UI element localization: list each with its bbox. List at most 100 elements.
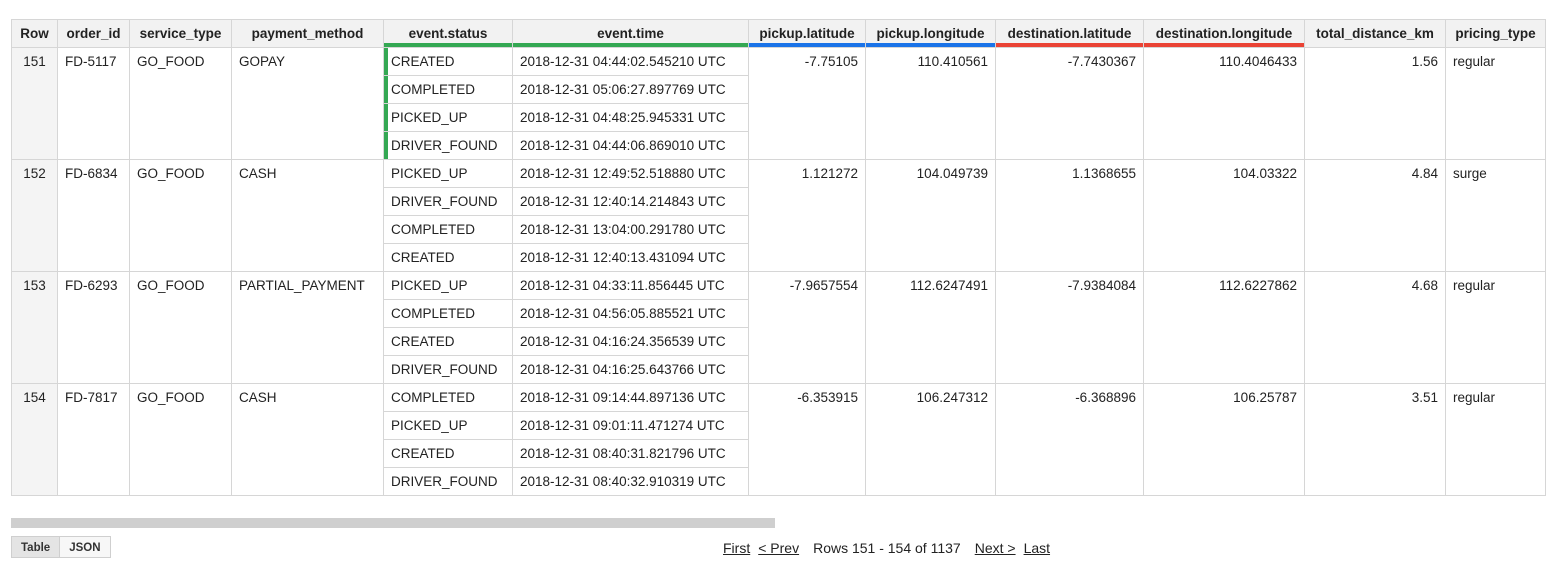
cell-pickup-latitude: -7.75105 bbox=[748, 47, 866, 160]
col-header-pickup-longitude[interactable]: pickup.longitude bbox=[865, 19, 996, 48]
cell-event-time: 2018-12-31 04:48:25.945331 UTC bbox=[512, 103, 749, 132]
cell-event-status: DRIVER_FOUND bbox=[383, 355, 513, 384]
cell-row: 154 bbox=[11, 383, 58, 496]
cell-pickup-latitude: -7.9657554 bbox=[748, 271, 866, 384]
cell-service-type: GO_FOOD bbox=[129, 159, 232, 272]
cell-event-status: PICKED_UP bbox=[383, 271, 513, 300]
cell-event-status: COMPLETED bbox=[383, 215, 513, 244]
cell-event-time: 2018-12-31 04:44:02.545210 UTC bbox=[512, 47, 749, 76]
cell-event-status: CREATED bbox=[383, 47, 513, 76]
table-row: PICKED_UP 2018-12-31 09:01:11.471274 UTC bbox=[12, 411, 1546, 440]
col-header-service-type[interactable]: service_type bbox=[129, 19, 232, 48]
pagination: First < Prev Rows 151 - 154 of 1137 Next… bbox=[723, 540, 1050, 556]
table-view-button[interactable]: Table bbox=[11, 536, 61, 558]
prev-page-link[interactable]: < Prev bbox=[758, 540, 800, 556]
table-row: DRIVER_FOUND 2018-12-31 08:40:32.910319 U… bbox=[12, 467, 1546, 496]
cell-event-time: 2018-12-31 04:44:06.869010 UTC bbox=[512, 131, 749, 160]
cell-event-time: 2018-12-31 12:40:14.214843 UTC bbox=[512, 187, 749, 216]
cell-event-status: CREATED bbox=[383, 243, 513, 272]
cell-order-id: FD-6293 bbox=[57, 271, 130, 384]
cell-event-status: DRIVER_FOUND bbox=[383, 467, 513, 496]
cell-event-status: CREATED bbox=[383, 439, 513, 468]
horizontal-scrollbar[interactable] bbox=[11, 518, 775, 528]
cell-destination-latitude: 1.1368655 bbox=[995, 159, 1144, 272]
cell-pickup-longitude: 104.049739 bbox=[865, 159, 996, 272]
header-row: Row order_id service_type payment_method… bbox=[11, 19, 1546, 48]
cell-event-status: PICKED_UP bbox=[383, 411, 513, 440]
table-row: COMPLETED 2018-12-31 13:04:00.291780 UTC bbox=[12, 215, 1546, 244]
next-page-link[interactable]: Next > bbox=[974, 540, 1016, 556]
cell-event-time: 2018-12-31 12:49:52.518880 UTC bbox=[512, 159, 749, 188]
cell-service-type: GO_FOOD bbox=[129, 383, 232, 496]
table-row: CREATED 2018-12-31 04:16:24.356539 UTC bbox=[12, 327, 1546, 356]
cell-destination-longitude: 106.25787 bbox=[1143, 383, 1305, 496]
table-row: 152 FD-6834 GO_FOOD CASH PICKED_UP 2018-12-31… bbox=[11, 159, 1546, 272]
cell-destination-latitude: -7.9384084 bbox=[995, 271, 1144, 384]
cell-destination-latitude: -7.7430367 bbox=[995, 47, 1144, 160]
cell-pricing-type: regular bbox=[1445, 47, 1546, 160]
cell-event-time: 2018-12-31 04:16:24.356539 UTC bbox=[512, 327, 749, 356]
cell-order-id: FD-7817 bbox=[57, 383, 130, 496]
cell-service-type: GO_FOOD bbox=[129, 47, 232, 160]
cell-destination-longitude: 110.4046433 bbox=[1143, 47, 1305, 160]
json-view-button[interactable]: JSON bbox=[60, 536, 111, 558]
cell-event-time: 2018-12-31 08:40:31.821796 UTC bbox=[512, 439, 749, 468]
cell-pricing-type: surge bbox=[1445, 159, 1546, 272]
table-row: COMPLETED 2018-12-31 04:56:05.885521 UTC bbox=[12, 299, 1546, 328]
cell-event-time: 2018-12-31 09:01:11.471274 UTC bbox=[512, 411, 749, 440]
cell-row: 153 bbox=[11, 271, 58, 384]
cell-event-time: 2018-12-31 09:14:44.897136 UTC bbox=[512, 383, 749, 412]
cell-pickup-longitude: 106.247312 bbox=[865, 383, 996, 496]
table-row: DRIVER_FOUND 2018-12-31 04:44:06.869010 U… bbox=[12, 131, 1546, 160]
col-header-destination-longitude[interactable]: destination.longitude bbox=[1143, 19, 1305, 48]
table-row: 151 FD-5117 GO_FOOD GOPAY CREATED 2018-12-31 … bbox=[11, 47, 1546, 160]
cell-event-status: COMPLETED bbox=[383, 299, 513, 328]
results-table: Row order_id service_type payment_method… bbox=[11, 19, 1546, 496]
col-header-pricing-type[interactable]: pricing_type bbox=[1445, 19, 1546, 48]
first-page-link[interactable]: First bbox=[723, 540, 751, 556]
cell-event-time: 2018-12-31 04:16:25.643766 UTC bbox=[512, 355, 749, 384]
cell-event-status: CREATED bbox=[383, 327, 513, 356]
cell-event-time: 2018-12-31 04:56:05.885521 UTC bbox=[512, 299, 749, 328]
cell-event-status: PICKED_UP bbox=[383, 103, 513, 132]
cell-event-status: COMPLETED bbox=[383, 383, 513, 412]
cell-event-time: 2018-12-31 12:40:13.431094 UTC bbox=[512, 243, 749, 272]
view-toggle: Table JSON bbox=[11, 536, 111, 558]
cell-payment-method: CASH bbox=[231, 383, 384, 496]
cell-pricing-type: regular bbox=[1445, 271, 1546, 384]
cell-event-status: PICKED_UP bbox=[383, 159, 513, 188]
cell-event-status: DRIVER_FOUND bbox=[383, 131, 513, 160]
table-row: 153 FD-6293 GO_FOOD PARTIAL_PAYMENT PICKED_U… bbox=[11, 271, 1546, 384]
cell-event-time: 2018-12-31 04:33:11.856445 UTC bbox=[512, 271, 749, 300]
cell-row: 152 bbox=[11, 159, 58, 272]
cell-destination-longitude: 112.6227862 bbox=[1143, 271, 1305, 384]
table-row: COMPLETED 2018-12-31 05:06:27.897769 UTC bbox=[12, 75, 1546, 104]
col-header-event-status[interactable]: event.status bbox=[383, 19, 513, 48]
cell-pickup-longitude: 112.6247491 bbox=[865, 271, 996, 384]
rows-info: Rows 151 - 154 of 1137 bbox=[813, 540, 961, 556]
col-header-payment-method[interactable]: payment_method bbox=[231, 19, 384, 48]
cell-total-distance-km: 4.84 bbox=[1304, 159, 1446, 272]
col-header-event-time[interactable]: event.time bbox=[512, 19, 749, 48]
cell-total-distance-km: 4.68 bbox=[1304, 271, 1446, 384]
cell-destination-longitude: 104.03322 bbox=[1143, 159, 1305, 272]
cell-payment-method: GOPAY bbox=[231, 47, 384, 160]
col-header-total-distance-km[interactable]: total_distance_km bbox=[1304, 19, 1446, 48]
col-header-row[interactable]: Row bbox=[11, 19, 58, 48]
cell-payment-method: CASH bbox=[231, 159, 384, 272]
cell-pickup-longitude: 110.410561 bbox=[865, 47, 996, 160]
col-header-pickup-latitude[interactable]: pickup.latitude bbox=[748, 19, 866, 48]
cell-service-type: GO_FOOD bbox=[129, 271, 232, 384]
cell-total-distance-km: 3.51 bbox=[1304, 383, 1446, 496]
cell-event-time: 2018-12-31 05:06:27.897769 UTC bbox=[512, 75, 749, 104]
col-header-destination-latitude[interactable]: destination.latitude bbox=[995, 19, 1144, 48]
cell-event-status: COMPLETED bbox=[383, 75, 513, 104]
cell-event-time: 2018-12-31 13:04:00.291780 UTC bbox=[512, 215, 749, 244]
cell-pickup-latitude: 1.121272 bbox=[748, 159, 866, 272]
col-header-order-id[interactable]: order_id bbox=[57, 19, 130, 48]
last-page-link[interactable]: Last bbox=[1023, 540, 1051, 556]
table-row: 154 FD-7817 GO_FOOD CASH COMPLETED 2018-12-31… bbox=[11, 383, 1546, 496]
cell-pricing-type: regular bbox=[1445, 383, 1546, 496]
cell-total-distance-km: 1.56 bbox=[1304, 47, 1446, 160]
table-row: CREATED 2018-12-31 08:40:31.821796 UTC bbox=[12, 439, 1546, 468]
